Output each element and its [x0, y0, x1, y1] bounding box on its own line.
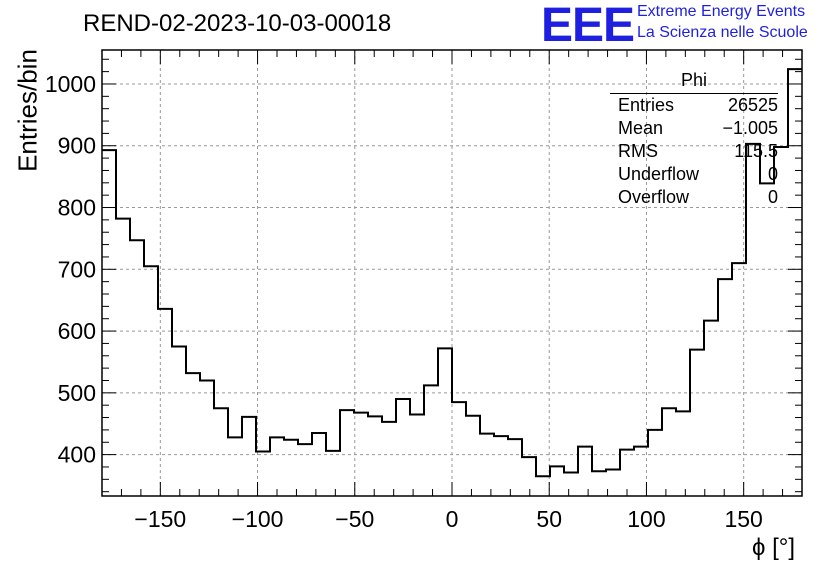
stats-row-entries: Entries 26525	[610, 94, 778, 117]
stats-label: Underflow	[618, 164, 700, 184]
stats-label: RMS	[618, 141, 658, 161]
logo-subtitle-1: Extreme Energy Events	[637, 3, 806, 20]
x-tick-label: −50	[335, 506, 374, 532]
y-tick-label: 600	[58, 318, 96, 344]
stats-row-underflow: Underflow 0	[610, 163, 778, 186]
y-tick-label: 400	[58, 442, 96, 468]
y-axis-label: Entries/bin	[12, 49, 43, 172]
stats-box: Phi Entries 26525 Mean −1.005 RMS 115.5 …	[610, 70, 778, 209]
stats-value: 115.5	[734, 141, 778, 161]
stats-value: 0	[767, 187, 778, 207]
stats-row-overflow: Overflow 0	[610, 186, 778, 209]
stats-label: Mean	[618, 118, 664, 138]
y-tick-label: 1000	[45, 71, 96, 97]
y-tick-label: 700	[58, 256, 96, 282]
y-tick-label: 500	[58, 380, 96, 406]
x-tick-label: 100	[627, 506, 665, 532]
stats-value: −1.005	[722, 118, 778, 138]
tick-labels: −150 −100 −50 0 50 100 150 400 500 600 700 800 900 10…	[45, 71, 763, 532]
eee-logo: EEE	[541, 0, 635, 52]
x-axis-label: ϕ [°]	[752, 534, 796, 561]
stats-label: Overflow	[618, 187, 690, 207]
x-tick-label: 0	[446, 506, 459, 532]
stats-value: 0	[767, 164, 778, 184]
plot-frame	[101, 49, 803, 497]
stats-row-mean: Mean −1.005	[610, 117, 778, 140]
stats-title: Phi	[610, 70, 778, 94]
logo-subtitle-2: La Scienza nelle Scuole	[637, 24, 808, 41]
stats-label: Entries	[618, 95, 675, 115]
x-tick-label: 50	[536, 506, 562, 532]
y-tick-label: 900	[58, 133, 96, 159]
x-tick-label: −100	[232, 506, 284, 532]
x-tick-label: −150	[134, 506, 186, 532]
y-tick-label: 800	[58, 195, 96, 221]
histogram-line	[102, 68, 802, 478]
stats-row-rms: RMS 115.5	[610, 140, 778, 163]
x-tick-label: 150	[724, 506, 762, 532]
stats-value: 26525	[727, 95, 778, 115]
grid-lines	[102, 50, 802, 496]
chart-title: REND-02-2023-10-03-00018	[83, 10, 392, 37]
